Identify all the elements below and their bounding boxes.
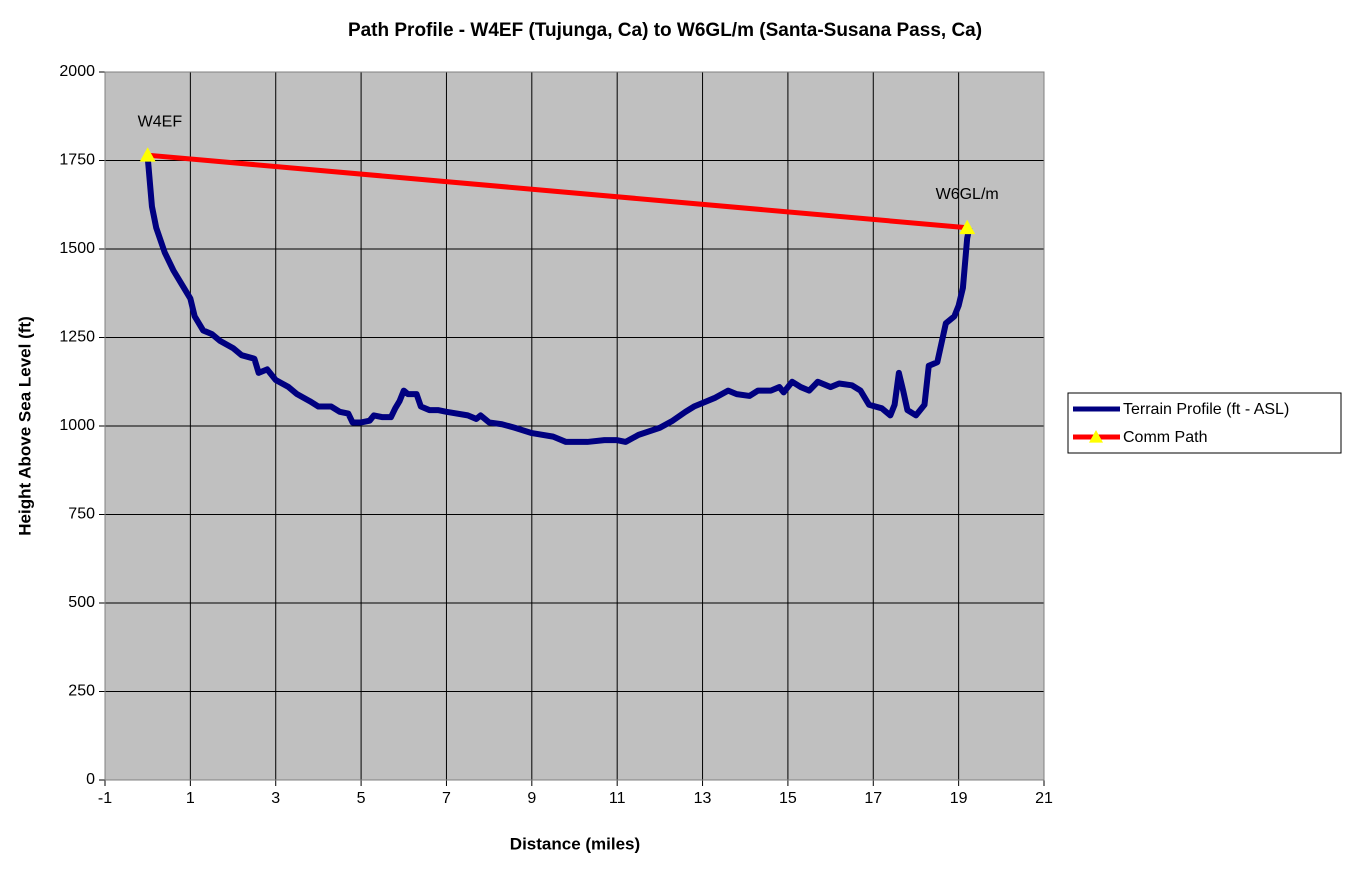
legend-box xyxy=(1067,392,1342,454)
marker xyxy=(139,147,156,162)
x-tick-label: 13 xyxy=(694,790,712,807)
x-tick-label: 11 xyxy=(609,790,626,807)
x-tick-label: 5 xyxy=(357,790,366,807)
y-tick-label: 1500 xyxy=(59,240,95,257)
y-tick-label: 750 xyxy=(68,506,95,523)
y-tick-label: 0 xyxy=(86,771,95,788)
x-tick-label: 3 xyxy=(271,790,280,807)
y-tick-label: 500 xyxy=(68,594,95,611)
x-tick-label: -1 xyxy=(98,790,112,807)
y-tick-label: 1000 xyxy=(59,417,95,434)
series-line xyxy=(147,152,968,231)
x-tick-label: 19 xyxy=(950,790,968,807)
chart-title: Path Profile - W4EF (Tujunga, Ca) to W6G… xyxy=(348,20,982,41)
y-tick-label: 250 xyxy=(68,683,95,700)
legend-marker xyxy=(1089,430,1103,443)
legend-label: Comm Path xyxy=(1123,429,1207,446)
annotation: W6GL/m xyxy=(936,186,999,203)
x-tick-label: 1 xyxy=(186,790,195,807)
x-tick-label: 21 xyxy=(1035,790,1053,807)
x-tick-label: 7 xyxy=(442,790,451,807)
x-tick-label: 15 xyxy=(779,790,797,807)
annotation: W4EF xyxy=(138,113,183,130)
x-tick-label: 9 xyxy=(527,790,536,807)
y-tick-label: 1750 xyxy=(59,152,95,169)
y-axis-label: Height Above Sea Level (ft) xyxy=(15,316,34,535)
series-line xyxy=(144,156,973,445)
marker xyxy=(959,219,976,235)
x-tick-label: 17 xyxy=(864,790,882,807)
y-tick-label: 2000 xyxy=(59,63,95,80)
legend-label: Terrain Profile (ft - ASL) xyxy=(1123,401,1289,418)
legend: Terrain Profile (ft - ASL) Comm Path xyxy=(1067,392,1342,454)
plot-border xyxy=(104,71,1045,781)
x-axis-label: Distance (miles) xyxy=(510,834,640,853)
y-tick-label: 1250 xyxy=(59,329,95,346)
